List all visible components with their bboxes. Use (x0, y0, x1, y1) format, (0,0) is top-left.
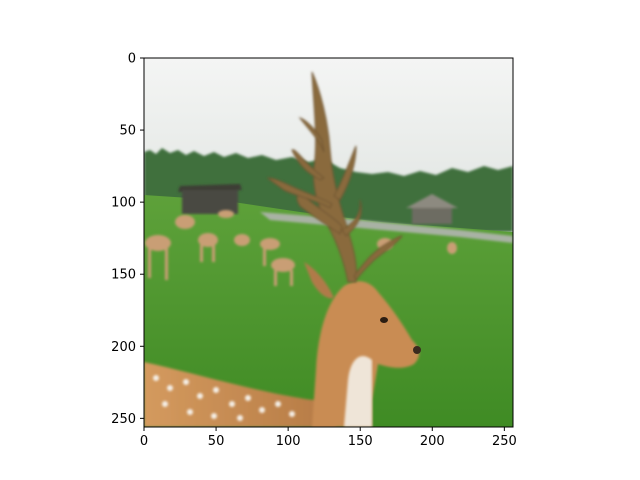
y-tick-label: 150 (111, 268, 136, 283)
body-spots (153, 375, 295, 421)
x-tick-label: 250 (492, 434, 517, 449)
stag-nose (413, 346, 421, 354)
y-tick-label: 100 (111, 196, 136, 211)
stag-neck (312, 281, 420, 427)
x-axis: 0 50 100 150 200 250 (140, 427, 517, 449)
x-tick-label: 0 (140, 434, 148, 449)
y-tick-label: 50 (119, 124, 136, 139)
photo-image (144, 58, 513, 427)
stag-antlers (266, 71, 404, 283)
x-tick-label: 50 (208, 434, 225, 449)
y-tick-label: 250 (111, 412, 136, 427)
y-tick-label: 200 (111, 340, 136, 355)
gazebo (406, 194, 458, 224)
stag-eye (380, 317, 388, 323)
y-tick-label: 0 (128, 52, 136, 67)
x-tick-label: 150 (348, 434, 373, 449)
stag-ear (304, 262, 334, 299)
x-tick-label: 200 (420, 434, 445, 449)
stag-throat (344, 356, 372, 427)
y-axis: 0 50 100 150 200 250 (111, 52, 144, 427)
x-tick-label: 100 (276, 434, 301, 449)
axes-frame (143, 57, 514, 428)
herd (145, 210, 457, 286)
shed (178, 184, 242, 214)
